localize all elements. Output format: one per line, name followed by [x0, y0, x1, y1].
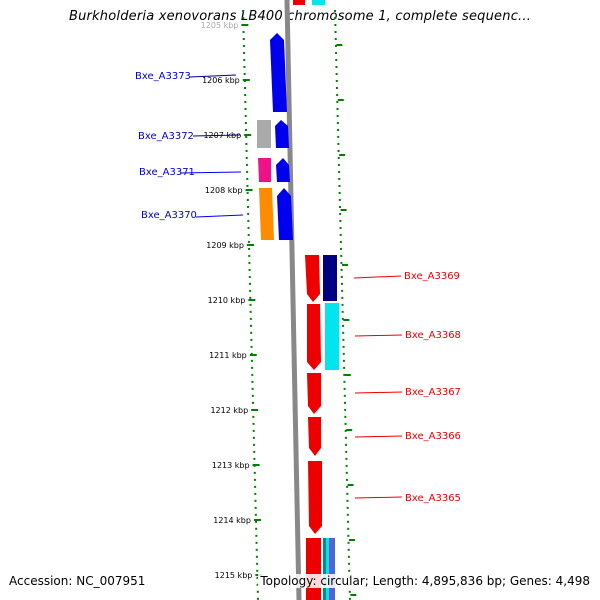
gene-partial-bottom-blue: [332, 538, 335, 600]
gene-partial-bottom-purple: [329, 538, 332, 600]
gene-label-bxe-a3366[interactable]: Bxe_A3366: [405, 431, 461, 442]
scale-tick-label: 1206 kbp: [202, 76, 240, 85]
leader-bxe-a3370: [195, 214, 244, 218]
gene-label-bxe-a3367[interactable]: Bxe_A3367: [405, 387, 461, 398]
leader-bxe-a3368: [354, 334, 403, 337]
gene-bxe-a3365[interactable]: [308, 461, 322, 534]
right-track-line: [334, 9, 351, 600]
gene-bxe-a3366[interactable]: [308, 417, 321, 456]
scale-tick-label: 1209 kbp: [206, 241, 244, 250]
map-title: Burkholderia xenovorans LB400 chromosome…: [68, 9, 532, 24]
leader-bxe-a3365: [354, 496, 403, 499]
scale-tick-label: 1210 kbp: [208, 296, 246, 305]
gene-label-bxe-a3373[interactable]: Bxe_A3373: [135, 71, 191, 82]
scale-tick-label: 1212 kbp: [210, 406, 248, 415]
gene-partial-cyan: [312, 0, 325, 5]
leader-bxe-a3367: [354, 391, 403, 394]
gene-navy[interactable]: [323, 255, 337, 301]
gene-label-bxe-a3365[interactable]: Bxe_A3365: [405, 493, 461, 504]
gene-label-bxe-a3371[interactable]: Bxe_A3371: [139, 167, 195, 178]
scale-tick-label: 1205 kbp: [201, 21, 239, 30]
leader-bxe-a3366: [354, 435, 403, 438]
scale-tick-label: 1211 kbp: [209, 351, 247, 360]
gene-label-bxe-a3372[interactable]: Bxe_A3372: [138, 131, 194, 142]
gene-label-bxe-a3370[interactable]: Bxe_A3370: [141, 210, 197, 221]
scale-tick-label: 1215 kbp: [215, 571, 253, 580]
gene-partial-bottom-teal: [323, 538, 326, 600]
gene-gray[interactable]: [257, 120, 271, 148]
gene-bxe-a3367[interactable]: [307, 373, 321, 414]
gene-bxe-a3368[interactable]: [307, 304, 321, 370]
gene-partial-bottom-red: [306, 538, 321, 600]
chromosome-backbone: [284, 0, 302, 600]
gene-bxe-a3369[interactable]: [305, 255, 320, 302]
left-track-line: [242, 9, 259, 600]
leader-bxe-a3373: [189, 74, 237, 78]
gene-cyan[interactable]: [325, 303, 339, 370]
gene-magenta[interactable]: [258, 158, 271, 182]
leader-bxe-a3369: [353, 275, 402, 279]
gene-bxe-a3370[interactable]: [277, 188, 293, 240]
gene-bxe-a3372[interactable]: [275, 120, 289, 148]
accession-text: Accession: NC_007951: [9, 574, 146, 588]
scale-tick-label: 1213 kbp: [212, 461, 250, 470]
scale-tick-label: 1214 kbp: [213, 516, 251, 525]
gene-label-bxe-a3369[interactable]: Bxe_A3369: [404, 271, 460, 282]
summary-text: Topology: circular; Length: 4,895,836 bp…: [258, 574, 590, 588]
leader-bxe-a3372: [192, 134, 241, 137]
gene-partial-bottom-cyan: [326, 538, 329, 600]
gene-orange[interactable]: [259, 188, 274, 240]
gene-bxe-a3373[interactable]: [270, 33, 287, 112]
leader-bxe-a3371: [179, 171, 242, 174]
gene-bxe-a3371[interactable]: [276, 158, 290, 182]
gene-label-bxe-a3368[interactable]: Bxe_A3368: [405, 330, 461, 341]
gene-partial-red: [293, 0, 305, 5]
scale-tick-label: 1208 kbp: [205, 186, 243, 195]
